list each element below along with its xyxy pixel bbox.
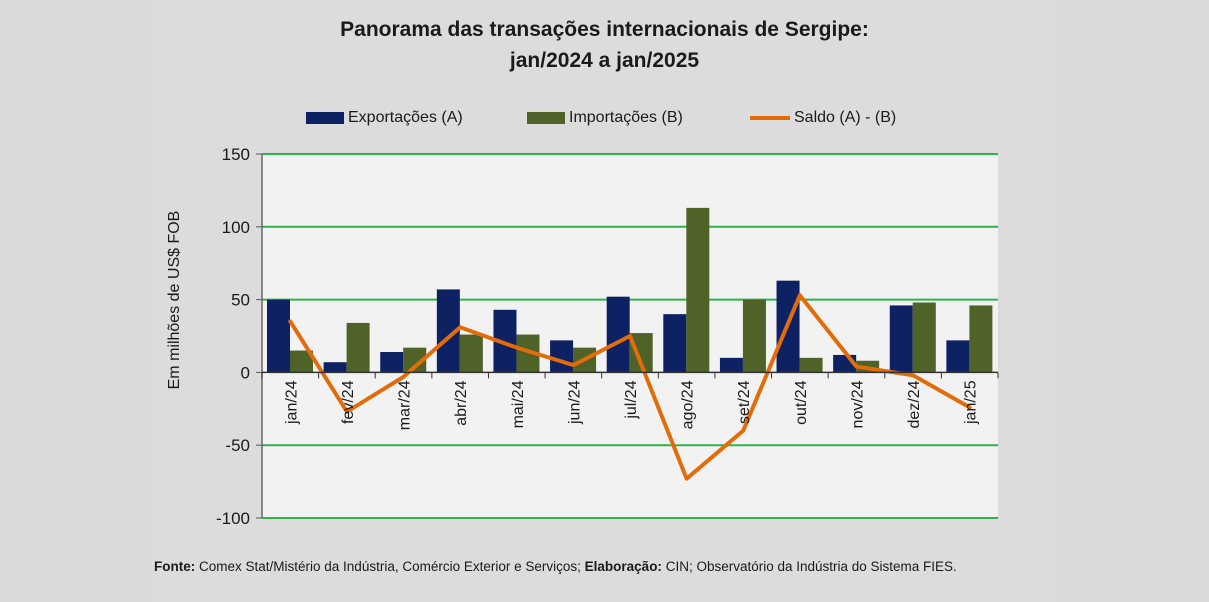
x-tick-label: jun/24 <box>566 380 583 425</box>
bar-imports <box>969 305 993 373</box>
x-tick-label: ago/24 <box>680 380 697 429</box>
y-tick-label: -100 <box>216 509 250 528</box>
legend-item-exports: Exportações (A) <box>306 106 463 130</box>
bar-exports <box>663 314 687 373</box>
x-tick-label: jan/25 <box>963 380 980 425</box>
bar-imports <box>799 357 823 373</box>
bar-imports <box>346 322 370 373</box>
y-tick-label: -50 <box>225 436 250 455</box>
x-tick-label: jul/24 <box>623 380 640 419</box>
bar-imports <box>459 334 483 373</box>
chart-title-line-1: Panorama das transações internacionais d… <box>340 18 869 41</box>
bar-imports <box>516 334 540 373</box>
source-note: Fonte: Comex Stat/Mistério da Indústria,… <box>154 557 1054 577</box>
bar-exports <box>323 362 347 373</box>
legend-swatch-imports <box>527 112 565 124</box>
bar-imports <box>629 333 653 373</box>
y-tick-label: 100 <box>222 218 250 237</box>
bar-exports <box>550 340 574 373</box>
bar-imports <box>686 207 710 373</box>
x-tick-label: jan/24 <box>283 380 300 425</box>
legend-label-exports: Exportações (A) <box>348 109 463 126</box>
legend-item-imports: Importações (B) <box>527 106 683 130</box>
chart-title: Panorama das transações internacionais d… <box>152 14 1057 76</box>
bar-exports <box>267 299 290 373</box>
y-tick-label: 0 <box>241 363 250 382</box>
elaboration-text: CIN; Observatório da Indústria do Sistem… <box>661 559 957 574</box>
bar-exports <box>493 309 517 373</box>
bar-imports <box>912 302 936 373</box>
bar-exports <box>380 352 404 373</box>
bar-exports <box>719 357 743 373</box>
bar-imports <box>290 350 313 373</box>
y-tick-label: 150 <box>222 145 250 164</box>
source-label: Fonte: <box>154 559 196 574</box>
chart-legend: Exportações (A) Importações (B) Saldo (A… <box>0 106 1209 130</box>
legend-label-imports: Importações (B) <box>569 109 683 126</box>
x-tick-label: nov/24 <box>849 380 866 428</box>
x-tick-label: dez/24 <box>906 380 923 428</box>
bar-exports <box>889 305 913 373</box>
legend-swatch-exports <box>306 112 344 124</box>
legend-label-balance: Saldo (A) - (B) <box>794 109 897 126</box>
x-tick-label: out/24 <box>793 380 810 425</box>
bar-exports <box>436 289 460 373</box>
source-text: Comex Stat/Mistério da Indústria, Comérc… <box>195 559 581 574</box>
y-axis-title-text: Em milhões de US$ FOB <box>166 210 183 390</box>
x-tick-label: mai/24 <box>510 380 527 428</box>
bar-exports <box>946 340 970 373</box>
chart-title-line-2: jan/2024 a jan/2025 <box>509 49 700 72</box>
bar-imports <box>742 299 766 373</box>
legend-item-balance: Saldo (A) - (B) <box>750 106 896 130</box>
x-tick-label: mar/24 <box>397 380 414 430</box>
x-tick-label: abr/24 <box>453 380 470 425</box>
x-tick-label: set/24 <box>736 380 753 424</box>
bar-imports <box>403 347 427 373</box>
y-tick-label: 50 <box>231 291 250 310</box>
x-tick-label: fev/24 <box>340 380 357 424</box>
elaboration-label: Elaboração: <box>584 559 662 574</box>
legend-swatch-balance <box>750 116 790 120</box>
bar-exports <box>606 296 630 373</box>
